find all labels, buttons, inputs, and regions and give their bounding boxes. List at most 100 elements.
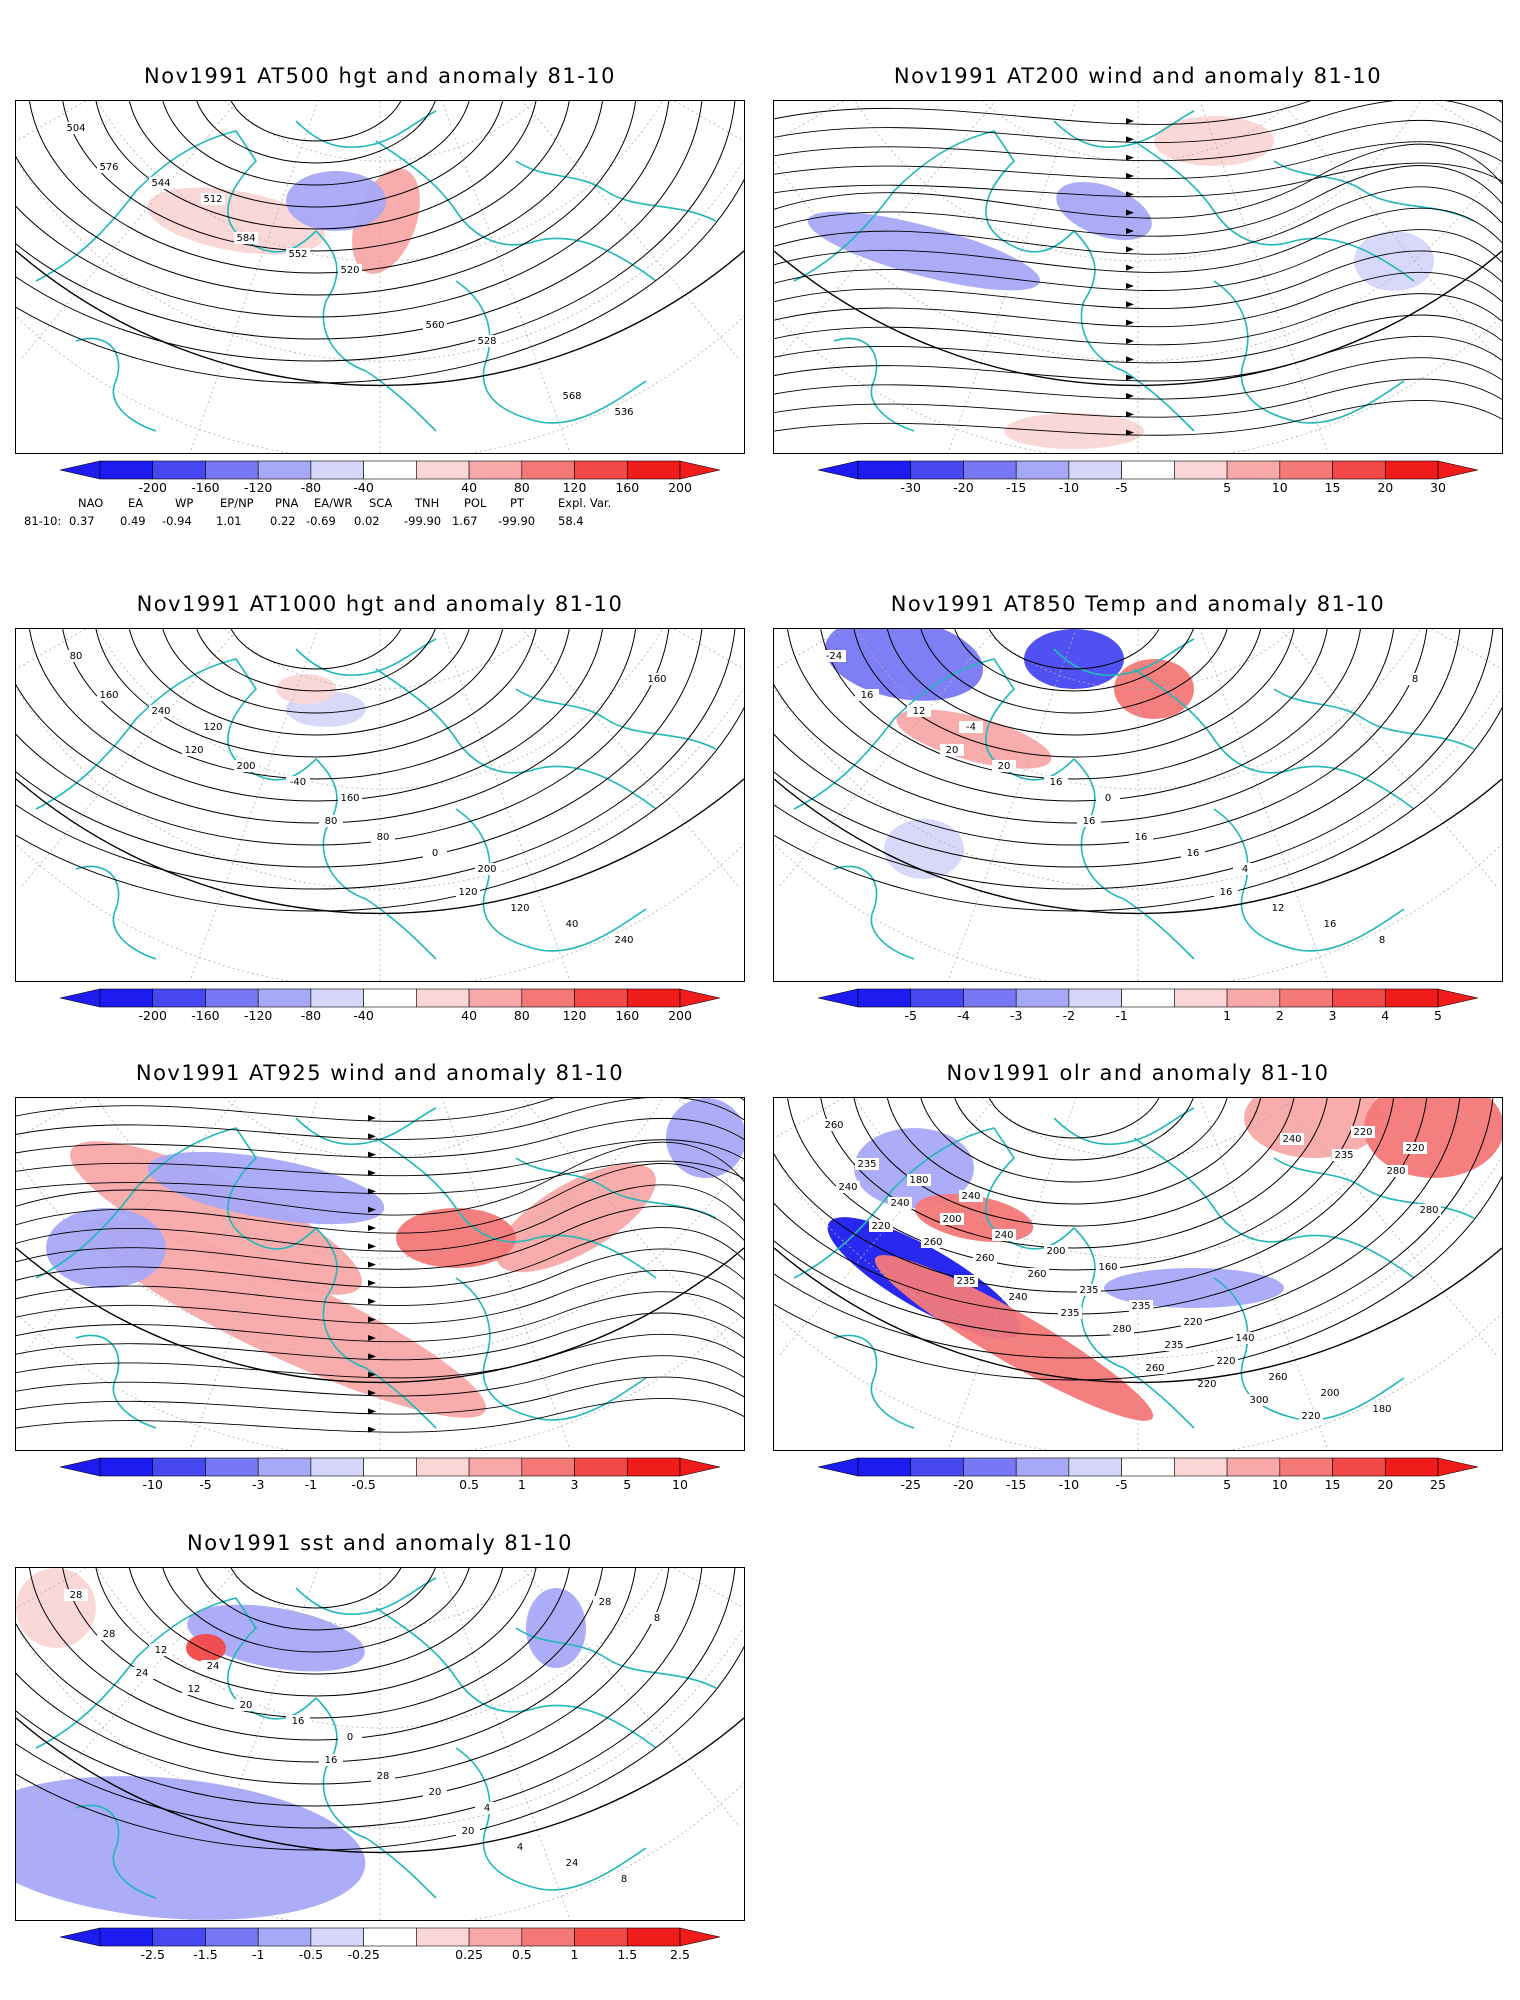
contour-label-bg [149,705,173,717]
contour-label: 240 [890,1198,909,1209]
contour-label: 16 [325,1755,338,1766]
colorbar-cell [1015,460,1070,480]
index-value: 0.02 [354,514,380,528]
streamline [774,207,1502,273]
contour-label: 576 [99,162,118,173]
colorbar-tick-label: 5 [1223,1477,1232,1492]
streamline-arrow [1126,301,1134,308]
map-sst[interactable]: 28 24 0 4 8 12 16 20 24 28 20 28 4 8 12 16 20 28 24 [15,1567,745,1921]
contour-label: 4 [1242,864,1248,875]
colorbar-scale [60,460,720,480]
contour-label: 28 [103,1629,116,1640]
contour-label: 280 [1112,1324,1131,1335]
contour-line [774,1175,1502,1381]
contour-label-bg [560,918,584,930]
anomaly-shading [1004,413,1144,449]
panel-500hgt: Nov1991 AT500 hgt and anomaly 81-10 504 5… [15,60,745,520]
colorbar-arrow-high [1437,460,1478,480]
contour-label: 8 [621,1874,627,1885]
contour-label: 160 [647,674,666,685]
colorbar-cell [1279,988,1333,1008]
contour-label-bg [1195,1378,1219,1390]
streamline-arrow [1126,356,1134,363]
anomaly-shading [286,171,386,231]
contour-line [853,1098,1295,1227]
contour-line [774,629,1428,846]
colorbar-cell [468,988,523,1008]
map-500hgt[interactable]: 504 512 520 528 536 544 552 560 568 576 584 [15,100,745,454]
colorbar-cell [1226,460,1281,480]
streamline [774,271,1502,328]
contour-label-bg [822,1119,846,1131]
contour-line [128,1568,504,1675]
colorbar-arrow-low [818,1457,859,1477]
streamline-arrow [1126,393,1134,399]
coastline [35,1127,317,1279]
coastline [1213,280,1405,424]
colorbar-cell [857,988,912,1008]
colorbar-cell [1279,1457,1333,1477]
colorbar-cell [1068,988,1122,1008]
contour-label-bg [371,831,395,843]
streamline-arrow [1126,191,1134,198]
colorbar-cell [521,988,575,1008]
meridian [673,101,744,142]
colorbar-cell [1015,988,1070,1008]
colorbar-cell [1068,460,1122,480]
colorbar-sst: -2.5 -1.5 -1 -0.5 -0.25 0.25 0.5 1 1.5 2.5 [60,1927,720,1967]
map-1000hgt[interactable]: 80 120 160 200 240 240 -40 0 40 160 200 80 120 160 120… [15,628,745,982]
contour-label-bg [992,1229,1016,1241]
colorbar-cell [1121,460,1175,480]
map-olr[interactable]: 260 240 160 140 180 180 200 220 200 235 240 235 260 2… [773,1097,1503,1451]
index-header: SCA [369,496,393,510]
contour-label: 12 [913,706,926,717]
colorbar-cell [152,460,206,480]
coastline [1213,808,1405,952]
contour-label: 180 [909,1175,928,1186]
contour-line [230,1568,402,1609]
colorbar-tick-label: -15 [1005,1477,1027,1492]
coastline [315,1697,437,1899]
index-header: PT [510,496,524,510]
contour-label: 16 [1083,816,1096,827]
panel-1000hgt: Nov1991 AT1000 hgt and anomaly 81-10 80 1… [15,588,745,1028]
streamline [16,1098,744,1140]
colorbar-tick-label: -30 [900,480,921,495]
streamline [16,1184,744,1252]
contour-label-bg [907,1174,931,1186]
contour-label: 20 [429,1787,442,1798]
hemisphere-edge [16,250,744,387]
map-925wind[interactable] [15,1097,745,1451]
contour-label: 28 [599,1597,612,1608]
contour-label: 536 [614,407,633,418]
colorbar-cell [468,1457,523,1477]
colorbar-tick-label: 160 [615,1008,640,1023]
map-200wind[interactable] [773,100,1503,454]
contour-label-bg [475,1802,499,1814]
streamline-arrow [368,1188,376,1195]
colorbar-ticks: -10 -5 -3 -1 -0.5 0.5 1 3 5 10 [60,1477,720,1495]
meridian [441,1568,571,1920]
contour-line [162,629,470,714]
map-850temp[interactable]: -24 -4 0 4 8 12 16 16 16 16 20 16 12 8 20 16 16 [773,628,1503,982]
anomaly-shading [824,629,984,701]
colorbar-cell [99,1457,154,1477]
hemisphere-edge [16,778,744,915]
contour-line [988,629,1160,670]
contour-label: 120 [184,745,203,756]
contour-label-bg [959,1190,983,1202]
contour-label-bg [201,193,225,205]
index-header: EP/NP [220,496,254,510]
coastline [375,1607,657,1749]
streamline [774,101,1502,125]
streamline-arrow [368,1390,376,1396]
contour-label: 528 [477,336,496,347]
colorbar-cell [574,460,628,480]
streamline-arrow [368,1261,376,1268]
panel-title: Nov1991 AT500 hgt and anomaly 81-10 [144,64,616,88]
contour-label-bg [855,1158,879,1170]
colorbar-tick-label: -4 [957,1008,970,1023]
contour-line [820,629,1328,780]
meridian [522,101,741,361]
anomaly-shading [1154,116,1274,166]
